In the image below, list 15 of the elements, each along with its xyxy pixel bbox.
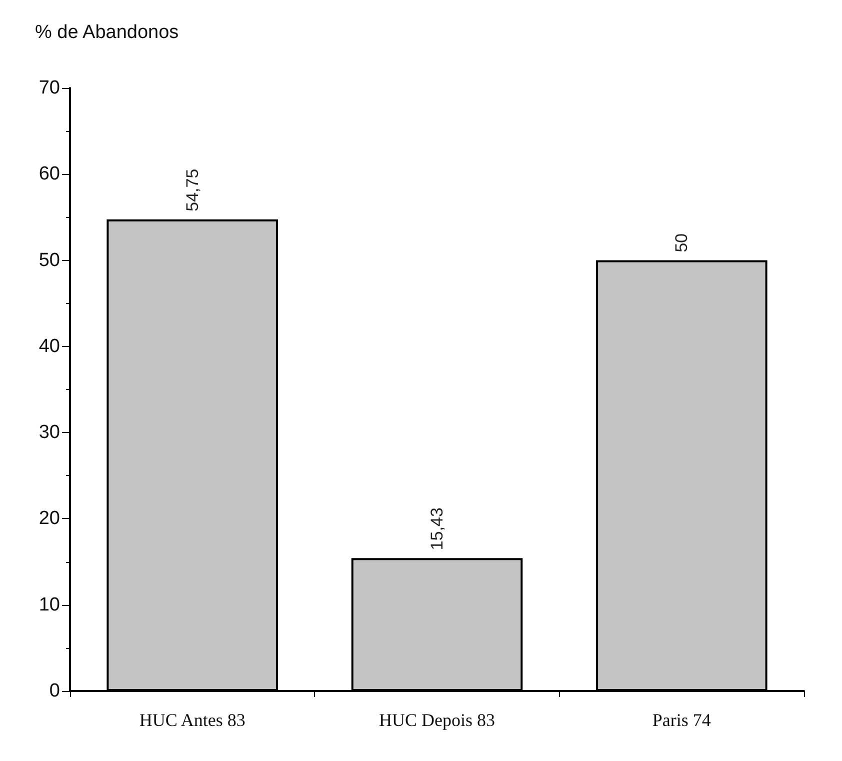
x-tick-label: HUC Antes 83 <box>139 710 246 730</box>
x-tick-label: HUC Depois 83 <box>379 710 495 730</box>
data-label: 50 <box>672 233 692 252</box>
data-label: 15,43 <box>428 508 446 550</box>
y-axis-title: % de Abandonos <box>35 22 179 43</box>
y-tick-label: 10 <box>38 594 60 616</box>
y-tick-label: 30 <box>38 422 60 444</box>
x-tick-label: Paris 74 <box>652 710 711 730</box>
y-tick-label: 60 <box>38 164 60 185</box>
y-tick-label: 0 <box>49 680 60 702</box>
data-label: 54,75 <box>182 168 202 212</box>
y-tick-label: 40 <box>38 336 60 357</box>
y-tick-label: 20 <box>38 508 60 530</box>
y-tick-label: 50 <box>38 250 60 271</box>
y-tick-label: 70 <box>38 78 60 98</box>
